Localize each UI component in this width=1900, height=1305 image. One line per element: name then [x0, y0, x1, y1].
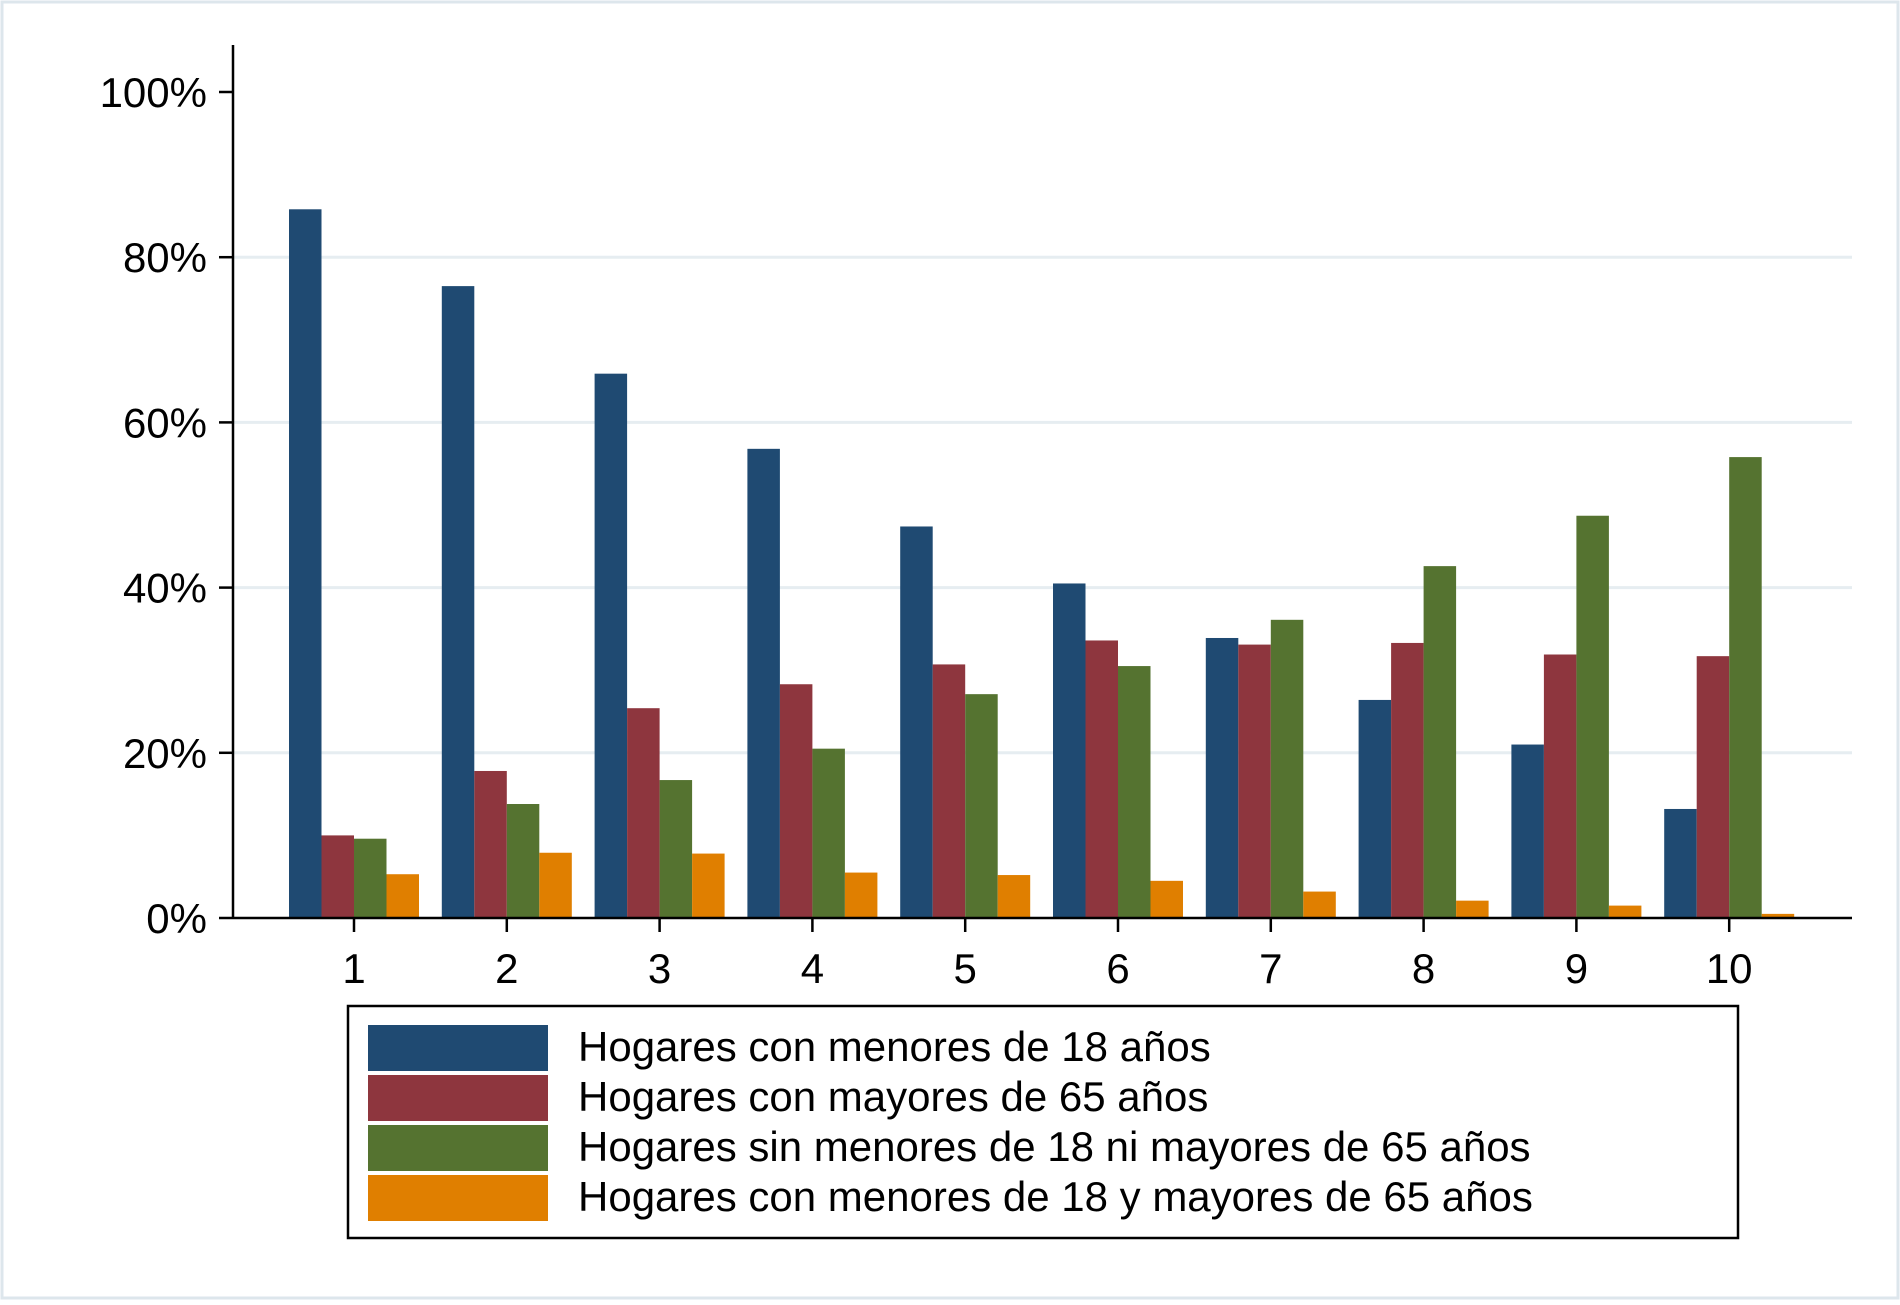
bar [1664, 808, 1697, 918]
x-tick-label: 8 [1412, 945, 1435, 992]
bar [1729, 457, 1762, 918]
bar [539, 852, 572, 918]
x-tick-label: 4 [801, 945, 824, 992]
legend-swatch [368, 1025, 548, 1071]
bar [844, 872, 878, 918]
bar [1085, 640, 1118, 918]
bar [321, 835, 354, 918]
bar [594, 373, 628, 918]
bar [1576, 515, 1609, 918]
bar [747, 448, 780, 918]
y-tick-label: 0% [146, 895, 207, 942]
bar [1358, 699, 1392, 918]
bar [627, 708, 660, 918]
bar [474, 770, 507, 918]
bar [1423, 566, 1457, 918]
bar [1238, 644, 1271, 918]
bar [386, 874, 419, 918]
x-tick-label: 5 [954, 945, 977, 992]
bar [1270, 619, 1304, 918]
bar [900, 526, 933, 918]
bar [289, 209, 322, 919]
bar [1696, 656, 1730, 918]
x-tick-label: 6 [1106, 945, 1129, 992]
bar [692, 853, 725, 918]
legend-label: Hogares con menores de 18 y mayores de 6… [578, 1173, 1533, 1220]
bar [354, 838, 387, 918]
bar [1456, 900, 1489, 918]
bar [932, 664, 966, 918]
x-tick-label: 1 [342, 945, 365, 992]
bars [289, 209, 1795, 919]
bar [1391, 642, 1424, 918]
y-tick-label: 80% [123, 234, 207, 281]
bar [1608, 905, 1642, 918]
legend-box [346, 1004, 1740, 1240]
x-tick-label: 7 [1259, 945, 1282, 992]
bar [997, 875, 1031, 918]
axes: 0% 20% 40% 60% 80% 100% 1 2 3 4 5 6 7 8 9 10 [100, 45, 1852, 992]
legend-label: Hogares sin menores de 18 ni mayores de … [578, 1123, 1531, 1170]
x-tick-label: 2 [495, 945, 518, 992]
bar [1150, 880, 1183, 918]
y-tick-label: 100% [100, 69, 207, 116]
bar [506, 804, 540, 918]
bar [441, 286, 475, 918]
bar [1761, 913, 1795, 918]
legend-swatch [368, 1175, 548, 1221]
y-tick-label: 40% [123, 565, 207, 612]
y-tick-label: 20% [123, 730, 207, 777]
bar [779, 684, 813, 918]
bar [1053, 583, 1086, 918]
bar [1118, 666, 1151, 918]
bar [1543, 654, 1577, 918]
y-tick-label: 60% [123, 399, 207, 446]
legend-swatch [368, 1075, 548, 1121]
legend-label: Hogares con mayores de 65 años [578, 1073, 1208, 1120]
bar [1303, 891, 1336, 918]
x-tick-label: 3 [648, 945, 671, 992]
legend-label: Hogares con menores de 18 años [578, 1023, 1211, 1070]
x-tick-label: 9 [1565, 945, 1588, 992]
bar [659, 780, 693, 918]
bar [1511, 744, 1544, 918]
bar [965, 694, 998, 918]
x-tick-label: 10 [1706, 945, 1753, 992]
legend-swatch [368, 1125, 548, 1171]
bar [1205, 637, 1239, 918]
bar [812, 748, 845, 918]
